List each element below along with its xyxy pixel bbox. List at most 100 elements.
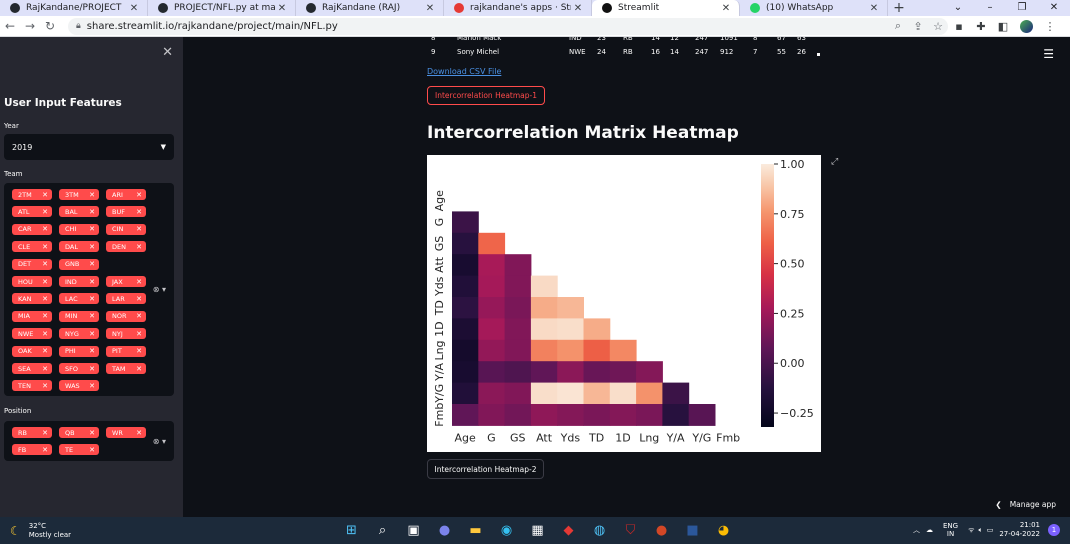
weather-widget[interactable]: ☾ 32°C Mostly clear xyxy=(10,522,71,540)
select-chip[interactable]: DAL ✕ xyxy=(59,241,99,253)
tab-close-icon[interactable]: ✕ xyxy=(129,2,139,14)
volume-icon[interactable]: 🔈︎ xyxy=(978,525,983,534)
maximize-icon[interactable]: ❐ xyxy=(1017,2,1027,13)
reload-icon[interactable]: ↻ xyxy=(44,19,56,33)
chip-close-icon[interactable]: ✕ xyxy=(136,207,142,216)
chip-close-icon[interactable]: ✕ xyxy=(42,294,48,303)
select-chip[interactable]: MIA ✕ xyxy=(12,310,52,322)
chip-close-icon[interactable]: ✕ xyxy=(136,294,142,303)
select-chip[interactable]: ATL ✕ xyxy=(12,206,52,218)
language-indicator[interactable]: ENG IN xyxy=(943,522,958,538)
heatmap-1-button[interactable]: Intercorrelation Heatmap-1 xyxy=(427,86,545,105)
chip-close-icon[interactable]: ✕ xyxy=(42,428,48,437)
select-chip[interactable]: SEA ✕ xyxy=(12,363,52,374)
select-chip[interactable]: IND ✕ xyxy=(59,276,99,287)
puzzle-icon[interactable]: ✚ xyxy=(976,19,986,33)
chip-close-icon[interactable]: ✕ xyxy=(136,347,142,356)
chip-close-icon[interactable]: ✕ xyxy=(42,445,48,454)
teams-chat-icon[interactable]: ● xyxy=(438,522,451,538)
select-chip[interactable]: PIT ✕ xyxy=(106,345,146,357)
windows-start-icon[interactable]: ⊞ xyxy=(346,522,357,538)
download-csv-link[interactable]: Download CSV File xyxy=(427,67,502,76)
position-multiselect[interactable]: ⊗ ▾ RB ✕ QB ✕ WR ✕ FB ✕ TE ✕ xyxy=(4,421,174,461)
select-chip[interactable]: LAR ✕ xyxy=(106,293,146,305)
chip-close-icon[interactable]: ✕ xyxy=(89,242,95,251)
chip-close-icon[interactable]: ✕ xyxy=(136,364,142,373)
store-icon[interactable]: ▦ xyxy=(531,522,544,538)
select-chip[interactable]: LAC ✕ xyxy=(59,293,99,305)
tab-search-icon[interactable]: ⌄ xyxy=(953,2,963,13)
chip-close-icon[interactable]: ✕ xyxy=(89,428,95,437)
sidebar-close-icon[interactable]: ✕ xyxy=(162,45,173,60)
select-chip[interactable]: RB ✕ xyxy=(12,427,52,438)
side-panel-icon[interactable]: ◧ xyxy=(997,19,1009,33)
heatmap-2-button[interactable]: Intercorrelation Heatmap-2 xyxy=(427,459,544,479)
select-chip[interactable]: NYJ ✕ xyxy=(106,328,146,340)
red-diamond-icon[interactable]: ◆ xyxy=(563,522,574,538)
chip-close-icon[interactable]: ✕ xyxy=(89,225,95,234)
chip-close-icon[interactable]: ✕ xyxy=(89,277,95,286)
select-chip[interactable]: WR ✕ xyxy=(106,427,146,438)
select-chip[interactable]: DEN ✕ xyxy=(106,241,146,253)
select-chip[interactable]: QB ✕ xyxy=(59,427,99,438)
select-chip[interactable]: BUF ✕ xyxy=(106,206,146,218)
share-icon[interactable]: ⇪ xyxy=(913,19,923,33)
tab-close-icon[interactable]: ✕ xyxy=(721,2,731,14)
select-chip[interactable]: CAR ✕ xyxy=(12,223,52,235)
chip-close-icon[interactable]: ✕ xyxy=(89,260,95,269)
chip-close-icon[interactable]: ✕ xyxy=(136,277,142,286)
browser-tab[interactable]: RajKandane (RAJ) ✕ xyxy=(296,0,444,16)
select-chip[interactable]: ARI ✕ xyxy=(106,189,146,200)
select-chip[interactable]: KAN ✕ xyxy=(12,293,52,305)
profile-avatar[interactable] xyxy=(1020,19,1033,33)
chip-close-icon[interactable]: ✕ xyxy=(42,347,48,356)
back-icon[interactable]: ← xyxy=(4,19,16,33)
fullscreen-icon[interactable]: ⤢ xyxy=(831,157,839,167)
select-chip[interactable]: CHI ✕ xyxy=(59,223,99,235)
tab-close-icon[interactable]: ✕ xyxy=(425,2,435,14)
notification-badge[interactable]: 1 xyxy=(1048,524,1060,536)
select-chip[interactable]: WAS ✕ xyxy=(59,380,99,392)
dataframe-table[interactable]: 8 Marlon Mack IND 23 RB 14 12 247 1091 8 67 63 9 Sony… xyxy=(427,37,822,57)
chip-close-icon[interactable]: ✕ xyxy=(42,260,48,269)
select-chip[interactable]: NWE ✕ xyxy=(12,328,52,340)
chip-close-icon[interactable]: ✕ xyxy=(136,225,142,234)
select-chip[interactable]: CLE ✕ xyxy=(12,241,52,253)
hamburger-menu-icon[interactable]: ☰ xyxy=(1043,47,1054,61)
select-chip[interactable]: JAX ✕ xyxy=(106,276,146,287)
chip-close-icon[interactable]: ✕ xyxy=(89,347,95,356)
select-chip[interactable]: TE ✕ xyxy=(59,444,99,455)
team-controls-icon[interactable]: ⊗ ▾ xyxy=(152,285,166,294)
chip-close-icon[interactable]: ✕ xyxy=(89,445,95,454)
wifi-icon[interactable]: ᯤ xyxy=(968,525,975,534)
chip-close-icon[interactable]: ✕ xyxy=(136,428,142,437)
browser-tab[interactable]: Streamlit ✕ xyxy=(592,0,740,16)
browser-tab[interactable]: PROJECT/NFL.py at main · R✕ xyxy=(148,0,296,16)
show-hidden-icons[interactable]: ︿ xyxy=(912,526,920,534)
extension-icon[interactable]: ▪ xyxy=(955,19,963,33)
chip-close-icon[interactable]: ✕ xyxy=(42,329,48,338)
search-icon[interactable]: ⌕ xyxy=(378,522,387,538)
chip-close-icon[interactable]: ✕ xyxy=(42,207,48,216)
scrollbar-thumb[interactable] xyxy=(817,53,820,56)
chip-close-icon[interactable]: ✕ xyxy=(136,242,142,251)
chip-close-icon[interactable]: ✕ xyxy=(136,329,142,338)
powerpoint-icon[interactable]: ● xyxy=(655,522,668,538)
team-multiselect[interactable]: ⊗ ▾ 2TM ✕ 3TM ✕ ARI ✕ ATL ✕ BAL ✕ BUF ✕ CAR ✕ CHI ✕ CIN ✕… xyxy=(4,183,174,396)
chip-close-icon[interactable]: ✕ xyxy=(42,381,48,390)
select-chip[interactable]: MIN ✕ xyxy=(59,310,99,322)
chip-close-icon[interactable]: ✕ xyxy=(136,312,142,321)
word-icon[interactable]: ■ xyxy=(686,522,699,538)
select-chip[interactable]: FB ✕ xyxy=(12,444,52,455)
chip-close-icon[interactable]: ✕ xyxy=(89,190,95,199)
chip-close-icon[interactable]: ✕ xyxy=(42,277,48,286)
chrome-icon[interactable]: ◕ xyxy=(717,522,730,538)
select-chip[interactable]: OAK ✕ xyxy=(12,345,52,357)
tab-close-icon[interactable]: ✕ xyxy=(869,2,879,14)
battery-icon[interactable]: ▭ xyxy=(986,526,994,534)
zoom-icon[interactable]: ⌕ xyxy=(894,19,902,32)
chip-close-icon[interactable]: ✕ xyxy=(42,225,48,234)
window-close-icon[interactable]: ✕ xyxy=(1049,2,1059,13)
url-text[interactable]: share.streamlit.io/rajkandane/project/ma… xyxy=(86,20,338,32)
chip-close-icon[interactable]: ✕ xyxy=(89,364,95,373)
